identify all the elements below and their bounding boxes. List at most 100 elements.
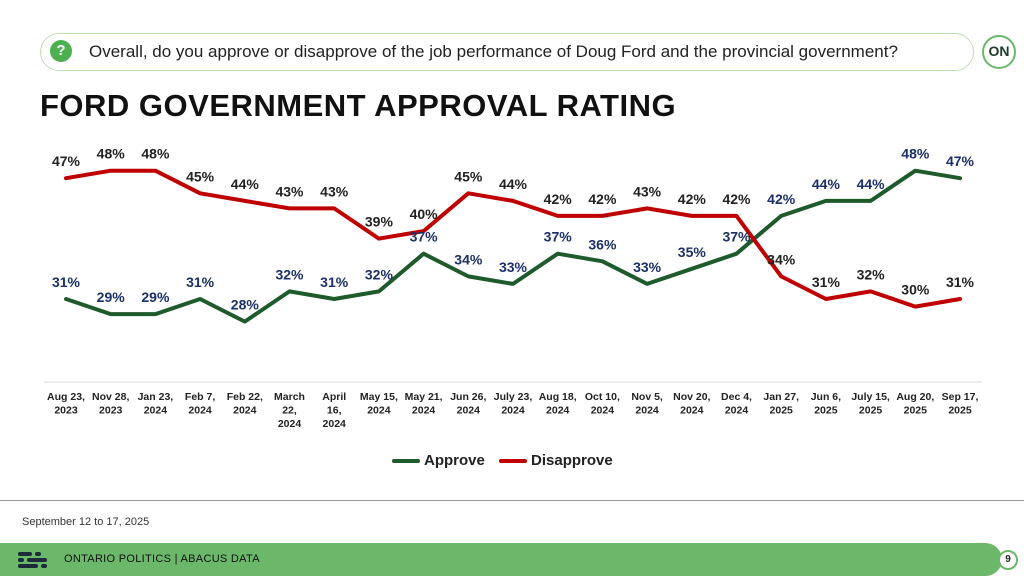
- footer-brand: ONTARIO POLITICS | ABACUS DATA: [64, 553, 260, 565]
- data-label-approve: 31%: [186, 274, 215, 290]
- legend-label-disapprove: Disapprove: [531, 452, 613, 469]
- x-tick-label-line: 2024: [725, 405, 749, 417]
- x-tick-label-line: Nov 5,: [631, 391, 663, 403]
- x-tick-label-line: Sep 17,: [942, 391, 979, 403]
- x-tick-label: Aug 20, 2025: [896, 391, 934, 417]
- page-number: 9: [998, 550, 1018, 570]
- x-tick-label-line: 2024: [546, 405, 570, 417]
- x-tick-label: Aug 23, 2023: [47, 391, 85, 417]
- x-tick-label-line: 2024: [501, 405, 525, 417]
- x-tick-label-line: March: [274, 391, 305, 403]
- x-tick-label-line: 2025: [859, 405, 883, 417]
- x-tick-label-line: 2024: [323, 418, 347, 430]
- x-tick-label-line: July 15,: [851, 391, 890, 403]
- approval-line-chart: 31% 29% 29% 31% 28% 32% 31% 32% 37% 34% 33% 37% 36% 3…: [44, 146, 982, 430]
- x-tick-label: Aug 18, 2024: [539, 391, 577, 417]
- x-tick-label-line: July 23,: [494, 391, 533, 403]
- x-tick-label: Feb 7, 2024: [185, 391, 215, 417]
- footer-divider: [0, 500, 1024, 501]
- data-label-disapprove: 43%: [275, 183, 304, 199]
- x-tick-label: Sep 17, 2025: [942, 391, 979, 417]
- data-label-approve: 36%: [588, 236, 617, 252]
- x-tick-label: Nov 28, 2023: [92, 391, 129, 417]
- x-tick-label-line: 2024: [457, 405, 481, 417]
- chart-title: FORD GOVERNMENT APPROVAL RATING: [40, 88, 677, 123]
- x-tick-label: Nov 5, 2024: [631, 391, 663, 417]
- x-tick-label-line: 2024: [412, 405, 436, 417]
- x-tick-label: Oct 10, 2024: [585, 391, 620, 417]
- data-label-approve: 33%: [633, 259, 662, 275]
- chart-legend: Approve Disapprove: [392, 452, 623, 469]
- data-label-approve: 29%: [97, 289, 126, 305]
- data-label-disapprove: 43%: [320, 183, 349, 199]
- footer-bar: ONTARIO POLITICS | ABACUS DATA: [0, 543, 1002, 576]
- x-tick-label-line: Feb 22,: [227, 391, 263, 403]
- x-tick-label: Feb 22, 2024: [227, 391, 263, 417]
- data-label-approve: 44%: [812, 176, 841, 192]
- data-label-disapprove: 44%: [231, 176, 260, 192]
- data-label-disapprove: 42%: [544, 191, 573, 207]
- x-tick-label-line: 2025: [904, 405, 928, 417]
- data-label-disapprove: 34%: [767, 251, 796, 267]
- x-tick-label: Jan 27, 2025: [763, 391, 799, 417]
- data-label-approve: 35%: [678, 244, 707, 260]
- legend-swatch-approve: [392, 459, 420, 464]
- x-tick-label-line: 2023: [54, 405, 78, 417]
- x-tick-label-line: Jan 27,: [763, 391, 799, 403]
- data-label-approve: 31%: [320, 274, 349, 290]
- data-label-approve: 47%: [946, 153, 975, 169]
- legend-swatch-disapprove: [499, 459, 528, 464]
- fieldwork-date-range: September 12 to 17, 2025: [22, 516, 150, 528]
- data-label-approve: 48%: [901, 146, 930, 162]
- x-tick-label-line: May 15,: [360, 391, 398, 403]
- x-tick-label: May 21, 2024: [405, 391, 443, 417]
- question-bar: ? Overall, do you approve or disapprove …: [40, 33, 974, 71]
- x-tick-label-line: 2024: [367, 405, 391, 417]
- x-tick-label: Jan 23, 2024: [138, 391, 174, 417]
- x-tick-label: Nov 20, 2024: [673, 391, 710, 417]
- x-tick-label-line: 2024: [591, 405, 615, 417]
- x-tick-label-line: Feb 7,: [185, 391, 215, 403]
- data-label-approve: 34%: [454, 251, 483, 267]
- x-tick-label: Jun 26, 2024: [450, 391, 486, 417]
- data-label-disapprove: 45%: [186, 168, 215, 184]
- data-label-disapprove: 30%: [901, 282, 930, 298]
- x-tick-label-line: 2024: [680, 405, 704, 417]
- data-label-disapprove: 31%: [812, 274, 841, 290]
- data-label-approve: 32%: [365, 266, 394, 282]
- x-tick-label-line: 2024: [233, 405, 257, 417]
- x-tick-label-line: Dec 4,: [721, 391, 752, 403]
- legend-label-approve: Approve: [424, 452, 485, 469]
- data-label-approve: 37%: [410, 229, 439, 245]
- x-tick-label-line: 2024: [188, 405, 212, 417]
- legend-item-approve: Approve: [392, 452, 485, 469]
- ontario-logo: ON: [982, 35, 1016, 69]
- x-tick-label-line: Jun 6,: [811, 391, 841, 403]
- data-label-disapprove: 42%: [722, 191, 751, 207]
- x-tick-label-line: Aug 20,: [896, 391, 934, 403]
- x-tick-label-line: Nov 20,: [673, 391, 710, 403]
- data-label-disapprove: 44%: [499, 176, 528, 192]
- x-tick-label-line: 2024: [278, 418, 302, 430]
- data-label-approve: 31%: [52, 274, 81, 290]
- x-tick-label: Dec 4, 2024: [721, 391, 752, 417]
- data-label-disapprove: 47%: [52, 153, 81, 169]
- x-tick-label-line: May 21,: [405, 391, 443, 403]
- x-tick-label-line: 2025: [814, 405, 838, 417]
- x-tick-label-line: 2024: [635, 405, 659, 417]
- x-tick-label-line: Aug 18,: [539, 391, 577, 403]
- x-tick-label-line: 2025: [770, 405, 794, 417]
- question-bubble-icon: ?: [50, 40, 72, 62]
- x-tick-label-line: 2023: [99, 405, 123, 417]
- data-label-approve: 42%: [767, 191, 796, 207]
- series-line-approve: [64, 168, 962, 324]
- data-label-disapprove: 43%: [633, 183, 662, 199]
- x-tick-label-line: Aug 23,: [47, 391, 85, 403]
- legend-item-disapprove: Disapprove: [499, 452, 613, 469]
- data-label-approve: 28%: [231, 297, 260, 313]
- x-tick-label-line: Oct 10,: [585, 391, 620, 403]
- data-label-disapprove: 31%: [946, 274, 975, 290]
- x-tick-label: April 16, 2024: [322, 391, 346, 430]
- data-label-approve: 37%: [722, 229, 751, 245]
- data-label-approve: 29%: [141, 289, 170, 305]
